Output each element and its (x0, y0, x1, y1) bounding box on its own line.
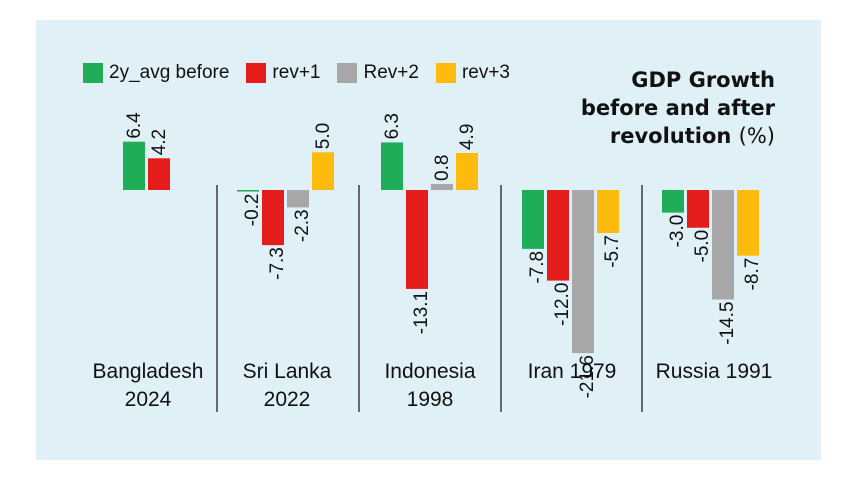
legend-swatch-rev1 (246, 63, 267, 83)
data-label: 4.2 (149, 129, 170, 155)
data-label: -7.8 (527, 251, 548, 284)
legend-item-rev2: Rev+2 (337, 62, 419, 84)
chart-title-line3: revolution (%) (581, 122, 775, 150)
category-label-line2: 1998 (407, 388, 454, 411)
bar-0-1 (237, 190, 259, 192)
data-label: -3.0 (667, 215, 688, 248)
legend-item-rev1: rev+1 (246, 62, 320, 84)
legend-label-rev2: Rev+2 (363, 62, 419, 83)
category-label: Bangladesh (93, 360, 204, 383)
bar-2-4 (712, 190, 734, 300)
legend: 2y_avg before rev+1 Rev+2 rev+3 (83, 62, 527, 84)
data-label: -8.7 (742, 258, 763, 291)
bar-1-2 (406, 190, 428, 289)
chart-title-line3-text: revolution (609, 124, 732, 148)
legend-swatch-rev2 (337, 63, 358, 83)
legend-swatch-2y-avg-before (83, 63, 103, 83)
bar-1-4 (687, 190, 709, 228)
chart-title-line2: before and after (580, 96, 775, 120)
chart-title-line1: GDP Growth (631, 68, 775, 92)
bar-0-0 (123, 141, 145, 190)
data-label: -5.0 (692, 230, 713, 263)
data-label: -14.5 (717, 301, 738, 344)
legend-item-rev3: rev+3 (435, 62, 510, 84)
data-label: 6.4 (124, 112, 145, 139)
legend-label-2y-avg-before: 2y_avg before (109, 62, 230, 83)
category-label: Sri Lanka (243, 360, 332, 383)
bar-1-1 (262, 190, 284, 246)
data-label: -21.6 (577, 355, 598, 398)
category-label: Indonesia (384, 360, 475, 383)
data-label: -0.2 (242, 194, 263, 227)
data-label: -7.3 (267, 247, 288, 280)
bar-0-3 (522, 190, 544, 249)
legend-label-rev1: rev+1 (272, 62, 321, 83)
category-label: Russia 1991 (656, 360, 773, 383)
data-label: -5.7 (602, 235, 623, 268)
bar-2-2 (431, 183, 453, 190)
bar-3-2 (456, 153, 478, 190)
data-label: 4.9 (457, 124, 478, 150)
data-label: 0.8 (432, 155, 453, 181)
category-label-line2: 2022 (264, 388, 311, 411)
chart-panel (36, 20, 821, 460)
bar-3-3 (597, 190, 619, 234)
data-label: -12.0 (552, 283, 573, 326)
bar-1-3 (547, 190, 569, 281)
data-label: -2.3 (292, 209, 313, 242)
legend-item-2y-avg-before: 2y_avg before (83, 62, 229, 84)
data-label: -13.1 (411, 291, 432, 334)
chart-title: GDP Growth before and after revolution (… (581, 66, 775, 150)
bar-1-0 (148, 158, 170, 190)
category-label: Iran 1979 (528, 360, 617, 383)
category-label-line2: 2024 (125, 388, 172, 411)
bar-0-2 (381, 142, 403, 190)
bar-3-1 (312, 152, 334, 190)
bar-0-4 (662, 190, 684, 213)
chart-title-unit: (%) (738, 124, 775, 148)
bar-2-3 (572, 190, 594, 354)
data-label: 5.0 (313, 123, 334, 149)
bar-2-1 (287, 190, 309, 208)
data-label: 6.3 (382, 113, 403, 139)
legend-label-rev3: rev+3 (461, 62, 510, 83)
legend-swatch-rev3 (435, 63, 456, 83)
bar-3-4 (737, 190, 759, 256)
